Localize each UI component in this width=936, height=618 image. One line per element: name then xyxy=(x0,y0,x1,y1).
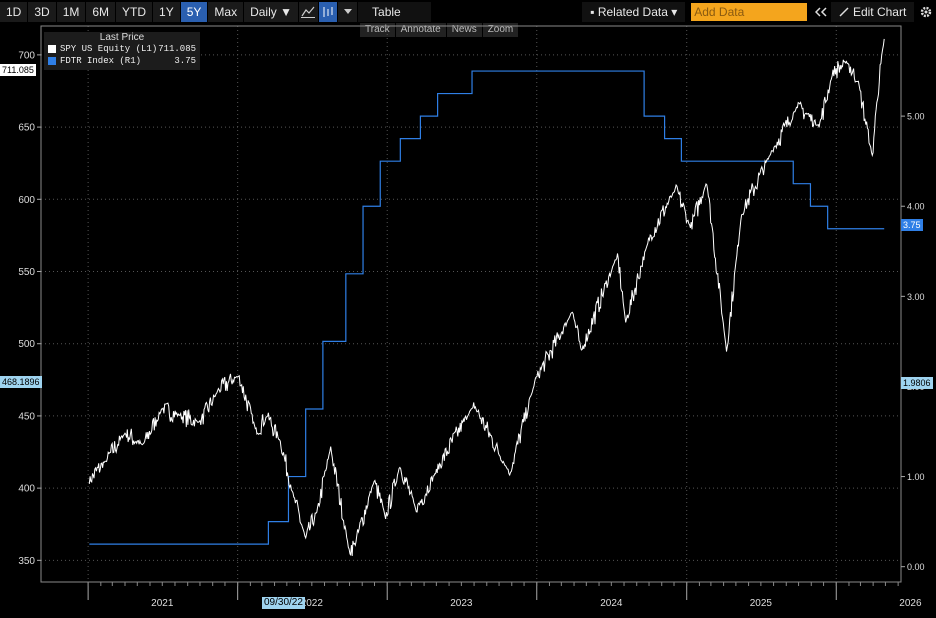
x-label-2021: 2021 xyxy=(151,598,174,609)
left-tick-label-550: 550 xyxy=(18,267,35,278)
range-button-5y[interactable]: 5Y xyxy=(180,2,208,22)
table-button[interactable]: Table xyxy=(358,2,431,22)
left-tick-label-500: 500 xyxy=(18,339,35,350)
spy-series-line xyxy=(88,38,885,557)
legend-item-fdtr: FDTR Index (R1) 3.75 xyxy=(44,55,200,67)
grid xyxy=(41,26,901,582)
toolbar: 1D 3D 1M 6M YTD 1Y 5Y Max Daily ▼ Table ▪ Relat… xyxy=(0,0,936,24)
legend[interactable]: Last Price SPY US Equity (L1) 711.085 FD… xyxy=(44,32,200,70)
range-buttons: 1D 3D 1M 6M YTD 1Y 5Y Max xyxy=(0,2,244,22)
legend-name-fdtr: FDTR Index (R1) xyxy=(60,56,142,66)
legend-value-fdtr: 3.75 xyxy=(174,56,196,66)
x-label-2023: 2023 xyxy=(450,598,473,609)
x-label-2022: 2022 xyxy=(301,598,324,609)
fdtr-last-tag: 3.75 xyxy=(901,219,923,231)
range-button-6m[interactable]: 6M xyxy=(86,2,116,22)
edit-chart-label: Edit Chart xyxy=(852,5,907,19)
range-button-1y[interactable]: 1Y xyxy=(153,2,180,22)
right-cursor-tag: 1.9806 xyxy=(901,377,933,389)
x-label-2026: 2026 xyxy=(899,598,922,609)
range-button-1m[interactable]: 1M xyxy=(56,2,86,22)
legend-item-spy: SPY US Equity (L1) 711.085 xyxy=(44,43,200,55)
gear-icon[interactable] xyxy=(916,2,935,22)
collapse-icon[interactable] xyxy=(811,2,830,22)
x-label-2025: 2025 xyxy=(750,598,773,609)
left-tick-label-600: 600 xyxy=(18,195,35,206)
range-button-1d[interactable]: 1D xyxy=(0,2,28,22)
right-tick-label-3.00: 3.00 xyxy=(907,292,925,302)
left-tick-label-400: 400 xyxy=(18,484,35,495)
right-tick-label-1.00: 1.00 xyxy=(907,472,925,482)
fdtr-series-line xyxy=(89,70,885,545)
x-axis: 2021 2022 2023 2024 2025 2026 xyxy=(87,582,922,609)
chart-type-dropdown-icon[interactable] xyxy=(338,2,358,22)
legend-header: Last Price xyxy=(99,32,145,43)
legend-value-spy: 711.085 xyxy=(158,44,196,54)
range-button-3d[interactable]: 3D xyxy=(28,2,56,22)
pencil-icon xyxy=(839,7,849,17)
edit-chart-button[interactable]: Edit Chart xyxy=(830,2,915,22)
right-tick-label-0.00: 0.00 xyxy=(907,562,925,572)
plot-frame xyxy=(40,25,902,583)
range-button-max[interactable]: Max xyxy=(208,2,244,22)
x-label-2024: 2024 xyxy=(600,598,623,609)
right-tick-label-5.00: 5.00 xyxy=(907,112,925,122)
left-tick-label-650: 650 xyxy=(18,123,35,134)
date-cursor-tag: 09/30/22 xyxy=(262,597,305,609)
add-data-input[interactable] xyxy=(691,3,808,21)
related-data-button[interactable]: ▪ Related Data ▾ xyxy=(582,2,686,22)
right-tick-label-4.00: 4.00 xyxy=(907,202,925,212)
left-cursor-tag: 468.1896 xyxy=(0,376,42,388)
left-tick-label-700: 700 xyxy=(18,50,35,61)
bar-chart-icon[interactable] xyxy=(318,2,338,22)
period-select[interactable]: Daily ▼ xyxy=(244,2,298,22)
left-tick-label-350: 350 xyxy=(18,556,35,567)
legend-name-spy: SPY US Equity (L1) xyxy=(60,44,158,54)
left-tick-label-450: 450 xyxy=(18,411,35,422)
left-axis: 350 400 450 500 550 600 650 700 xyxy=(18,50,41,567)
spy-last-tag: 711.085 xyxy=(0,64,36,76)
legend-swatch-fdtr xyxy=(48,57,56,65)
range-button-ytd[interactable]: YTD xyxy=(116,2,153,22)
legend-swatch-spy xyxy=(48,45,56,53)
right-axis: 0.001.002.003.004.005.00 xyxy=(901,112,925,572)
line-chart-icon[interactable] xyxy=(298,2,318,22)
